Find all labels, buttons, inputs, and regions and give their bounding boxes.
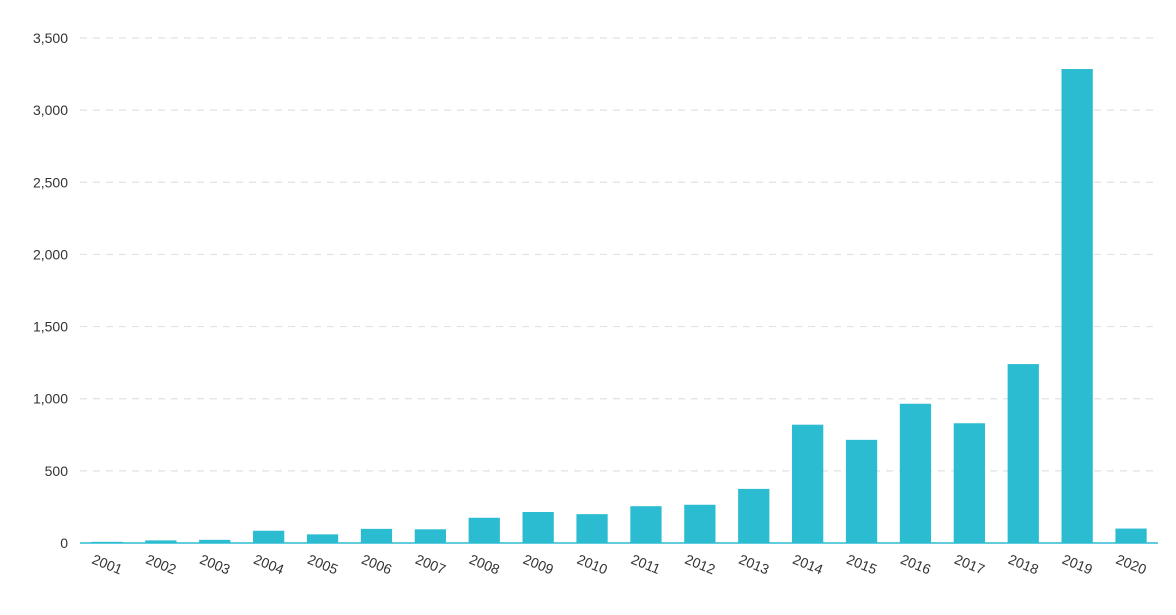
x-tick-label: 2003 [198,551,233,578]
bars [91,69,1147,544]
y-tick-label: 1,000 [33,391,68,407]
x-tick-label: 2009 [521,551,556,578]
bar-2008 [468,517,500,543]
bar-2006 [360,528,393,543]
bar-2009 [522,511,554,543]
bar-2003 [199,539,231,543]
x-tick-label: 2004 [252,551,287,578]
x-tick-label: 2001 [90,551,125,578]
x-tick-label: 2015 [844,551,879,578]
y-tick-label: 2,000 [33,246,68,262]
bar-2015 [845,439,878,543]
bar-2010 [576,514,608,543]
bar-2018 [1007,364,1039,543]
bar-2020 [1115,528,1147,543]
x-tick-label: 2010 [575,551,610,578]
x-axis-ticks: 2001 2002 2003 2004 2005 2006 2007 2008 2009 2010… [90,551,1149,578]
bar-2007 [414,529,446,543]
y-tick-label: 1,500 [33,319,68,335]
bar-2005 [306,534,339,543]
y-tick-label: 0 [60,535,68,551]
y-tick-label: 3,500 [33,30,68,46]
bar-2012 [684,504,716,543]
bar-2019 [1061,69,1093,544]
x-tick-label: 2014 [791,551,826,578]
bar-2016 [899,403,932,543]
bar-2017 [953,423,985,543]
y-tick-label: 2,500 [33,174,68,190]
y-axis-ticks: 0 500 1,000 1,500 2,000 2,500 3,000 3,500 [33,30,68,551]
x-tick-label: 2013 [737,551,772,578]
x-tick-label: 2006 [359,551,394,578]
x-tick-label: 2008 [467,551,502,578]
bar-2013 [738,488,770,543]
x-tick-label: 2016 [898,551,933,578]
x-tick-label: 2002 [144,551,179,578]
x-tick-label: 2017 [952,551,987,578]
bar-2014 [792,424,824,543]
x-tick-label: 2018 [1006,551,1041,578]
x-tick-label: 2011 [629,551,663,577]
y-tick-label: 3,000 [33,102,68,118]
x-tick-label: 2020 [1114,551,1149,578]
x-tick-label: 2005 [305,551,340,578]
bar-2004 [253,530,285,543]
x-tick-label: 2007 [413,551,448,578]
bar-2002 [145,540,177,543]
x-tick-label: 2019 [1060,551,1095,578]
bar-2011 [630,506,662,543]
grid-layer [80,37,1158,472]
x-tick-label: 2012 [683,551,718,578]
y-tick-label: 500 [45,463,69,479]
